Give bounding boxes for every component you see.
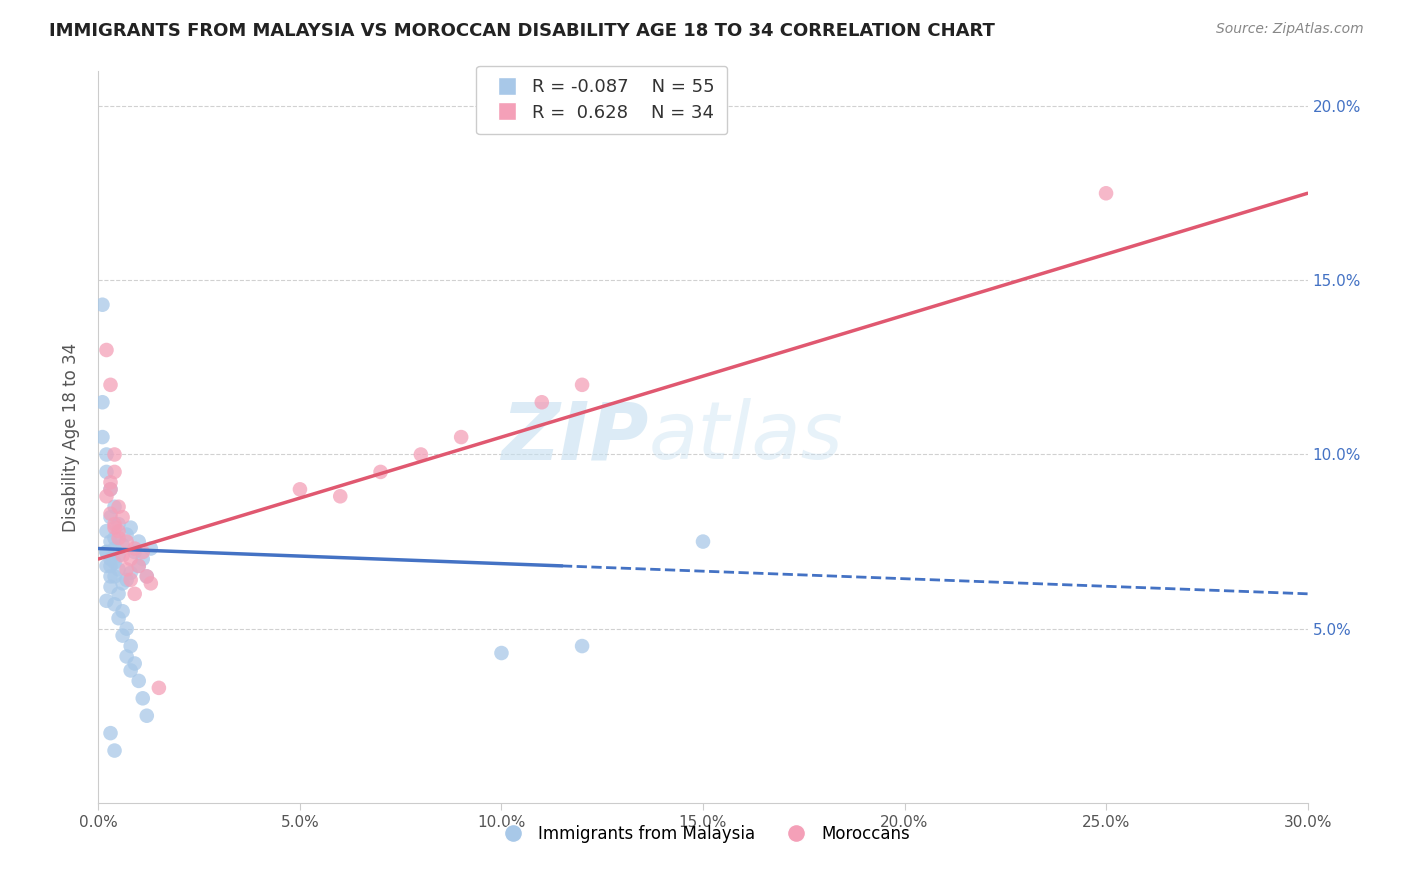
- Point: [100, 507, 122, 521]
- Point: [107, 517, 129, 532]
- Point: [111, 510, 134, 524]
- Point: [103, 541, 125, 556]
- Point: [124, 545, 146, 559]
- Point: [91, 395, 114, 409]
- Point: [139, 541, 162, 556]
- Point: [103, 465, 125, 479]
- Point: [103, 743, 125, 757]
- Point: [103, 521, 125, 535]
- Point: [100, 580, 122, 594]
- Point: [100, 558, 122, 573]
- Point: [107, 611, 129, 625]
- Point: [96, 558, 118, 573]
- Point: [103, 500, 125, 514]
- Legend: Immigrants from Malaysia, Moroccans: Immigrants from Malaysia, Moroccans: [489, 818, 917, 849]
- Point: [100, 483, 122, 497]
- Point: [103, 569, 125, 583]
- Point: [96, 489, 118, 503]
- Point: [100, 534, 122, 549]
- Point: [128, 558, 150, 573]
- Point: [107, 562, 129, 576]
- Point: [111, 549, 134, 563]
- Point: [111, 604, 134, 618]
- Point: [111, 629, 134, 643]
- Point: [692, 534, 714, 549]
- Point: [107, 500, 129, 514]
- Point: [128, 673, 150, 688]
- Point: [124, 657, 146, 671]
- Point: [132, 552, 155, 566]
- Point: [96, 545, 118, 559]
- Point: [107, 524, 129, 538]
- Point: [120, 521, 142, 535]
- Point: [111, 538, 134, 552]
- Point: [96, 448, 118, 462]
- Text: ZIP: ZIP: [501, 398, 648, 476]
- Text: Source: ZipAtlas.com: Source: ZipAtlas.com: [1216, 22, 1364, 37]
- Point: [107, 531, 129, 545]
- Point: [120, 664, 142, 678]
- Point: [103, 597, 125, 611]
- Point: [329, 489, 352, 503]
- Point: [409, 448, 432, 462]
- Point: [135, 569, 157, 583]
- Point: [100, 475, 122, 490]
- Point: [128, 558, 150, 573]
- Point: [100, 510, 122, 524]
- Point: [103, 517, 125, 532]
- Point: [120, 573, 142, 587]
- Point: [103, 448, 125, 462]
- Point: [120, 552, 142, 566]
- Point: [100, 483, 122, 497]
- Point: [115, 573, 138, 587]
- Point: [103, 556, 125, 570]
- Point: [571, 639, 593, 653]
- Point: [107, 549, 129, 563]
- Text: atlas: atlas: [648, 398, 844, 476]
- Point: [115, 534, 138, 549]
- Point: [491, 646, 513, 660]
- Point: [120, 639, 142, 653]
- Point: [148, 681, 170, 695]
- Point: [100, 726, 122, 740]
- Point: [100, 569, 122, 583]
- Point: [100, 552, 122, 566]
- Point: [115, 562, 138, 576]
- Point: [128, 534, 150, 549]
- Point: [132, 545, 155, 559]
- Point: [370, 465, 392, 479]
- Point: [135, 708, 157, 723]
- Text: IMMIGRANTS FROM MALAYSIA VS MOROCCAN DISABILITY AGE 18 TO 34 CORRELATION CHART: IMMIGRANTS FROM MALAYSIA VS MOROCCAN DIS…: [49, 22, 995, 40]
- Point: [115, 649, 138, 664]
- Point: [132, 691, 155, 706]
- Point: [124, 541, 146, 556]
- Point: [1095, 186, 1118, 201]
- Point: [571, 377, 593, 392]
- Y-axis label: Disability Age 18 to 34: Disability Age 18 to 34: [62, 343, 80, 532]
- Point: [96, 524, 118, 538]
- Point: [124, 587, 146, 601]
- Point: [96, 343, 118, 357]
- Point: [135, 569, 157, 583]
- Point: [120, 566, 142, 580]
- Point: [115, 622, 138, 636]
- Point: [91, 430, 114, 444]
- Point: [96, 545, 118, 559]
- Point: [96, 594, 118, 608]
- Point: [530, 395, 553, 409]
- Point: [139, 576, 162, 591]
- Point: [115, 527, 138, 541]
- Point: [107, 587, 129, 601]
- Point: [100, 377, 122, 392]
- Point: [450, 430, 472, 444]
- Point: [288, 483, 311, 497]
- Point: [96, 465, 118, 479]
- Point: [103, 531, 125, 545]
- Point: [91, 298, 114, 312]
- Point: [111, 576, 134, 591]
